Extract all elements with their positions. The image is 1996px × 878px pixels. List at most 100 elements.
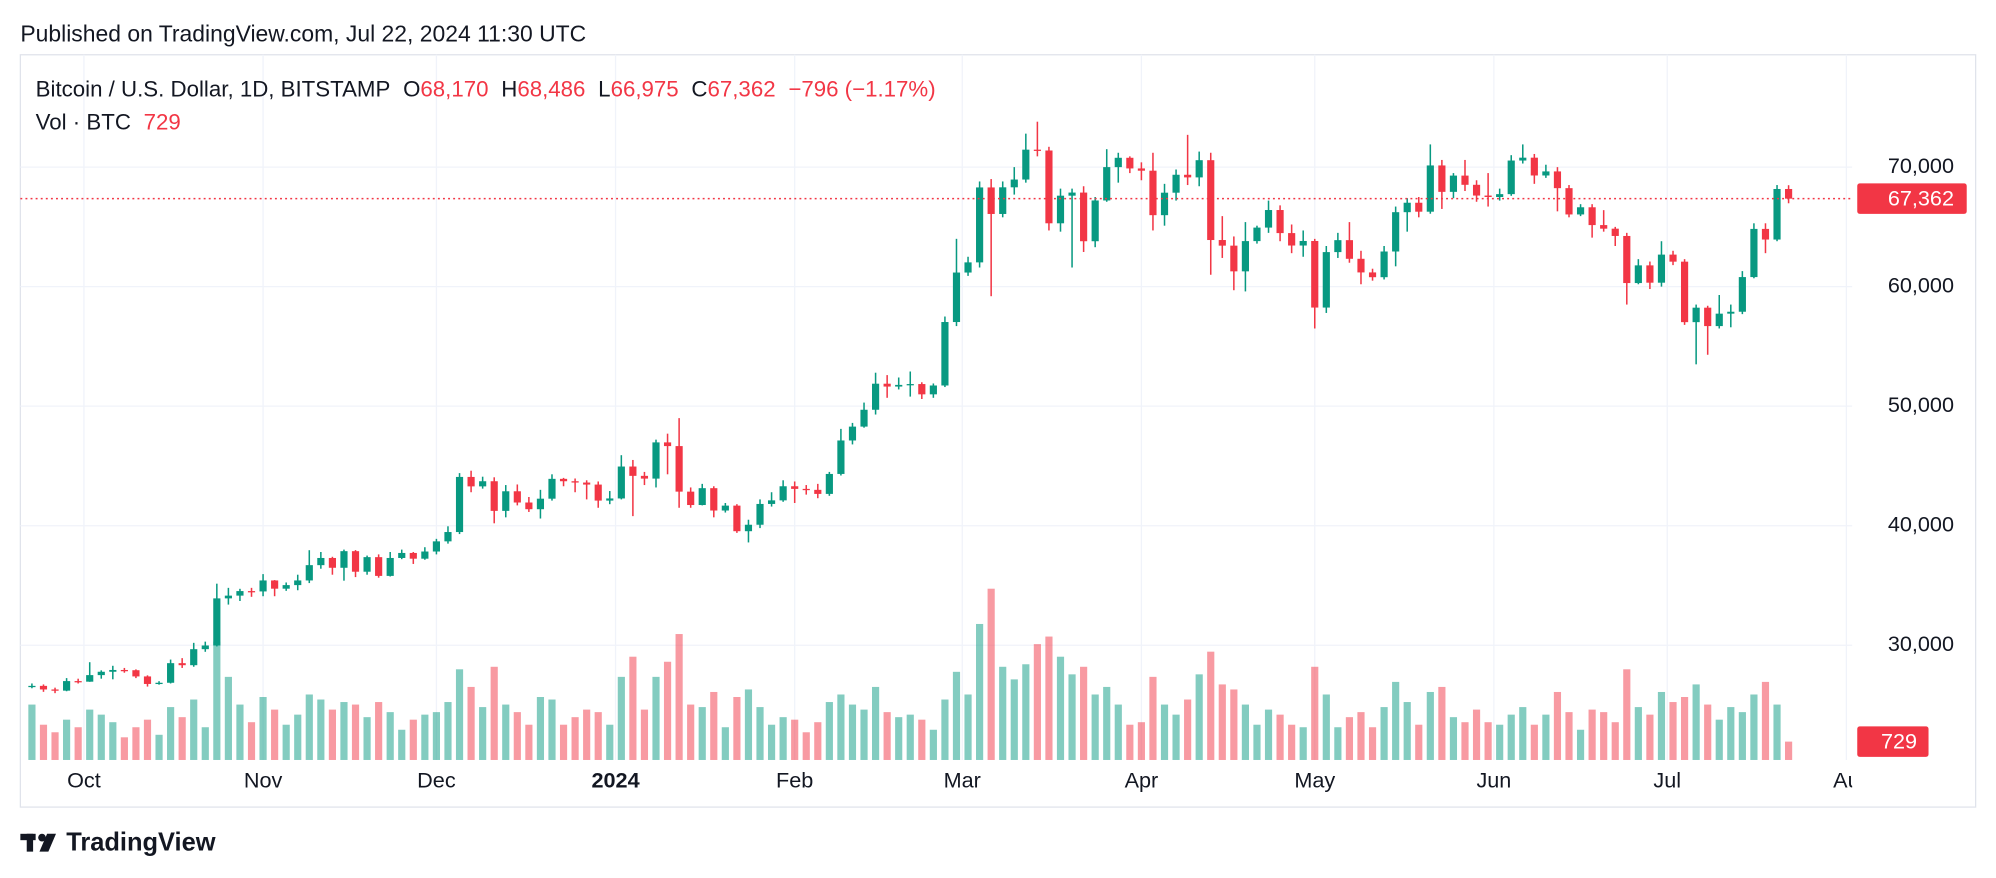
candle-body (606, 498, 614, 501)
candle-body (721, 505, 729, 511)
candle-body (305, 565, 313, 581)
volume-bar (74, 727, 82, 760)
candle-body (1588, 207, 1596, 226)
candle-body (559, 478, 568, 482)
volume-bar (559, 724, 568, 760)
volume-bar (236, 704, 244, 760)
candle-body (236, 591, 244, 596)
volume-bar (1576, 729, 1585, 760)
volume-bar (1103, 686, 1111, 760)
candle-body (1553, 171, 1562, 189)
volume-bar (1276, 714, 1284, 760)
x-tick-label: 2024 (591, 767, 639, 792)
volume-bar (802, 732, 810, 760)
volume-bar (617, 676, 625, 760)
volume-bar (502, 704, 510, 760)
y-tick-label: 50,000 (1888, 392, 1954, 417)
candle-body (1160, 192, 1169, 216)
volume-bar (351, 704, 360, 760)
last-volume-label: 729 (1881, 729, 1917, 754)
volume-bar (767, 724, 776, 760)
candle-body (1542, 171, 1550, 176)
volume-bar (398, 729, 406, 760)
candle-body (167, 663, 175, 683)
candle-body (1126, 157, 1134, 169)
volume-bar (1195, 674, 1203, 760)
volume-bar (663, 661, 672, 760)
close-value: 67,362 (707, 76, 775, 101)
volume-bar (1230, 689, 1238, 760)
candle-body (1646, 265, 1654, 283)
candle-body (259, 580, 267, 592)
volume-bar (1299, 727, 1307, 760)
candle-body (51, 689, 59, 691)
candle-body (455, 476, 464, 533)
volume-bar (1750, 694, 1758, 760)
published-note: Published on TradingView.com, Jul 22, 20… (20, 21, 586, 47)
volume-bar (97, 714, 105, 760)
volume-bar (167, 707, 175, 760)
candle-body (1137, 168, 1145, 171)
volume-bar (1068, 674, 1076, 760)
volume-bar (190, 699, 198, 760)
volume-bar (271, 709, 279, 760)
volume-bar (282, 724, 290, 760)
volume-bar (929, 729, 937, 760)
candle-body (1022, 149, 1030, 180)
candle-body (155, 682, 163, 685)
x-tick-label: Au (1833, 767, 1859, 792)
candle-body (1322, 252, 1330, 308)
volume-bar (86, 709, 94, 760)
volume-layer (28, 588, 1793, 760)
candle-body (1657, 254, 1666, 283)
volume-bar (1761, 681, 1770, 760)
volume-bar (583, 709, 591, 760)
volume-bar (455, 669, 464, 760)
candle-body (756, 503, 764, 525)
volume-bar (1288, 724, 1296, 760)
candle-body (247, 591, 256, 593)
volume-bar (247, 722, 256, 760)
volume-bar (1056, 656, 1065, 760)
candle-body (1750, 228, 1758, 278)
candle-body (1299, 240, 1307, 246)
volume-bar (1160, 704, 1169, 760)
volume-bar (1715, 719, 1723, 760)
candle-body (1241, 241, 1249, 272)
candle-body (779, 486, 787, 501)
volume-bar (987, 588, 995, 760)
close-label: C (691, 76, 707, 101)
volume-bar (1345, 717, 1354, 760)
candle-body (271, 580, 279, 589)
candle-body (63, 681, 71, 691)
candle-body (1576, 207, 1585, 215)
candle-body (687, 491, 695, 506)
candle-body (109, 669, 117, 672)
candle-body (1264, 210, 1273, 228)
volume-bar (1241, 704, 1249, 760)
volume-bar (1692, 684, 1700, 760)
high-value: 68,486 (517, 76, 585, 101)
candle-body (1056, 195, 1065, 224)
candle-body (213, 598, 221, 646)
volume-bar (872, 686, 880, 760)
volume-bar (999, 666, 1007, 760)
volume-bar (1426, 691, 1434, 760)
volume-bar (536, 697, 545, 760)
candle-body (513, 491, 521, 503)
volume-bar (1611, 722, 1619, 760)
candle-body (1357, 258, 1365, 273)
volume-bar (51, 732, 59, 760)
x-tick-label: Nov (244, 767, 283, 792)
overlay-layer: 30,000 40,000 50,000 60,000 70,000 67,362 729 (20, 153, 1967, 757)
volume-bar (1334, 727, 1342, 760)
volume-bar (1080, 666, 1088, 760)
candle-body (872, 383, 880, 410)
candle-body (1114, 157, 1122, 168)
brand-name: TradingView (66, 829, 216, 857)
volume-bar (363, 717, 371, 760)
candle-body (594, 484, 602, 501)
volume-bar (1530, 724, 1538, 760)
volume-bar (1091, 694, 1099, 760)
candle-body (906, 384, 914, 386)
